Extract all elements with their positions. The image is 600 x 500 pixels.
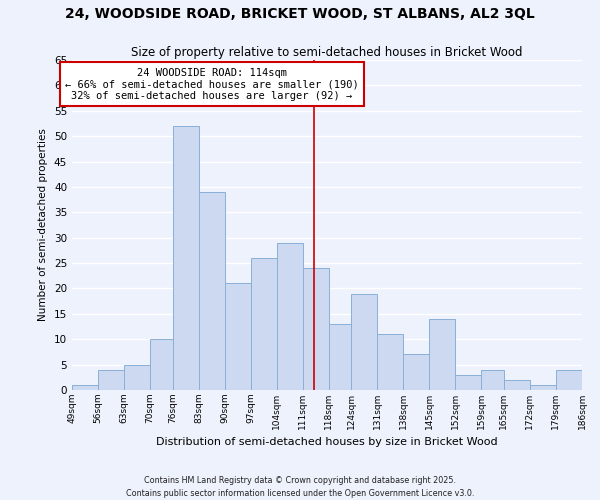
Bar	[277, 243, 303, 390]
Bar	[98, 370, 124, 390]
Bar	[173, 126, 199, 390]
Bar	[329, 324, 351, 390]
Bar	[530, 385, 556, 390]
Bar	[224, 284, 251, 390]
Text: Contains HM Land Registry data © Crown copyright and database right 2025.
Contai: Contains HM Land Registry data © Crown c…	[126, 476, 474, 498]
Bar	[403, 354, 430, 390]
Title: Size of property relative to semi-detached houses in Bricket Wood: Size of property relative to semi-detach…	[131, 46, 523, 59]
Y-axis label: Number of semi-detached properties: Number of semi-detached properties	[38, 128, 49, 322]
Bar	[504, 380, 530, 390]
Bar	[556, 370, 582, 390]
Text: 24, WOODSIDE ROAD, BRICKET WOOD, ST ALBANS, AL2 3QL: 24, WOODSIDE ROAD, BRICKET WOOD, ST ALBA…	[65, 8, 535, 22]
Bar	[430, 319, 455, 390]
Bar	[72, 385, 98, 390]
Bar	[377, 334, 403, 390]
Bar	[303, 268, 329, 390]
Bar	[199, 192, 224, 390]
Bar	[124, 364, 150, 390]
Bar	[351, 294, 377, 390]
Bar	[251, 258, 277, 390]
Bar	[455, 375, 481, 390]
Bar	[481, 370, 504, 390]
Bar	[150, 339, 173, 390]
Text: 24 WOODSIDE ROAD: 114sqm
← 66% of semi-detached houses are smaller (190)
32% of : 24 WOODSIDE ROAD: 114sqm ← 66% of semi-d…	[65, 68, 358, 101]
X-axis label: Distribution of semi-detached houses by size in Bricket Wood: Distribution of semi-detached houses by …	[156, 438, 498, 448]
